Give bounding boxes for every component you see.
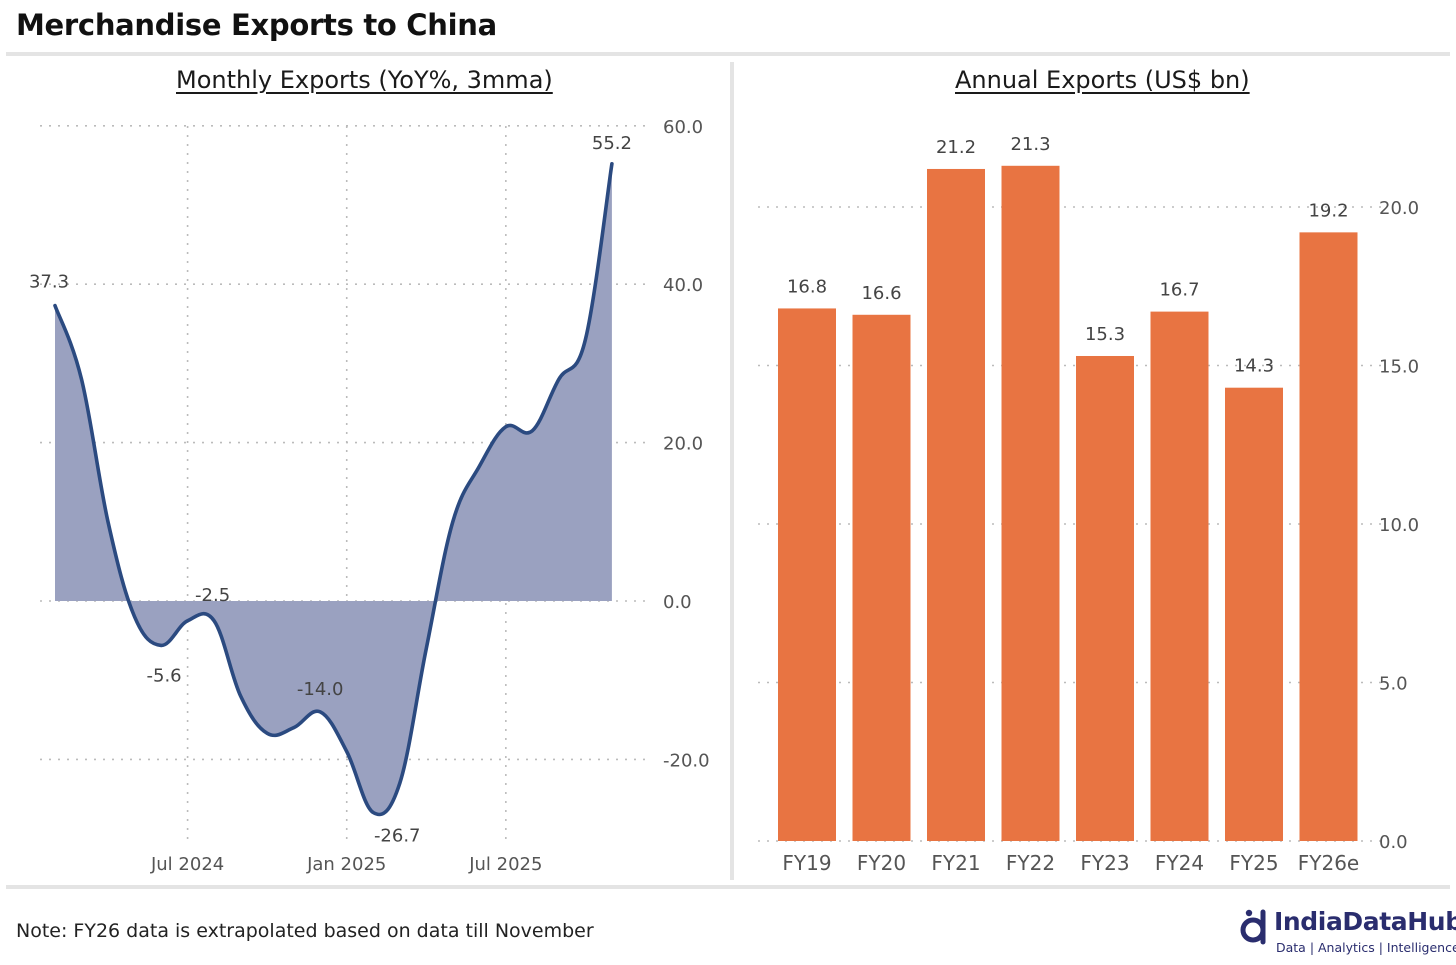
bar: [1076, 355, 1134, 841]
y-tick-label: 40.0: [663, 275, 703, 296]
data-label: -5.6: [147, 665, 182, 686]
x-category-label: FY20: [857, 851, 906, 875]
x-tick-label: Jan 2025: [306, 854, 386, 875]
y-tick-label: 0.0: [1379, 832, 1408, 853]
bar-value-label: 15.3: [1085, 324, 1125, 345]
y-tick-label: -20.0: [663, 750, 710, 771]
bar: [778, 308, 836, 841]
x-category-label: FY24: [1155, 851, 1204, 875]
bar: [927, 168, 985, 841]
bar-value-label: 19.2: [1308, 200, 1348, 221]
y-tick-label: 5.0: [1379, 674, 1408, 695]
data-label: 37.3: [29, 272, 69, 293]
bar-value-label: 21.3: [1010, 134, 1050, 155]
brand-logo: IndiaDataHub Data | Analytics | Intellig…: [1238, 904, 1456, 958]
bar: [1150, 311, 1209, 841]
x-tick-label: Jul 2025: [468, 854, 542, 875]
bar: [1001, 165, 1060, 842]
x-category-label: FY22: [1006, 851, 1055, 875]
y-tick-label: 20.0: [663, 434, 703, 455]
bar-value-label: 16.7: [1159, 280, 1199, 301]
annual-chart-title: Annual Exports (US$ bn): [955, 66, 1250, 94]
bar: [1299, 232, 1358, 842]
y-tick-label: 60.0: [663, 117, 703, 138]
bar-value-label: 16.8: [787, 276, 827, 297]
y-tick-label: 0.0: [663, 592, 692, 613]
y-tick-label: 20.0: [1379, 198, 1419, 219]
footer-divider: [6, 885, 1450, 889]
y-tick-label: 10.0: [1379, 515, 1419, 536]
x-category-label: FY21: [931, 851, 980, 875]
bar-value-label: 21.2: [936, 137, 976, 158]
monthly-chart-title: Monthly Exports (YoY%, 3mma): [176, 66, 553, 94]
bar: [852, 314, 911, 841]
footer-note: Note: FY26 data is extrapolated based on…: [16, 920, 594, 942]
brand-name: IndiaDataHub: [1274, 907, 1456, 936]
series-line: [53, 162, 614, 817]
page-title: Merchandise Exports to China: [16, 8, 497, 42]
x-category-label: FY23: [1080, 851, 1129, 875]
x-category-label: FY19: [782, 851, 831, 875]
x-tick-label: Jul 2024: [150, 854, 224, 875]
data-label: 55.2: [592, 133, 632, 154]
d-logo-icon: [1240, 909, 1266, 945]
x-category-label: FY25: [1229, 851, 1278, 875]
data-label: -26.7: [374, 825, 421, 846]
y-tick-label: 15.0: [1379, 357, 1419, 378]
series-area: [55, 163, 612, 815]
panel-divider: [730, 62, 734, 880]
data-label: -14.0: [297, 679, 344, 700]
data-label: -2.5: [195, 585, 230, 606]
bar-value-label: 14.3: [1234, 356, 1274, 377]
annual-exports-chart: 20.0 15.0 10.0 5.0 0.0 16.8 FY19 16.6 FY20 21.2 FY…: [758, 134, 1419, 875]
bar: [1225, 387, 1283, 841]
bar-value-label: 16.6: [861, 283, 901, 304]
header-divider: [6, 52, 1450, 56]
brand-tagline: Data | Analytics | Intelligence: [1276, 940, 1456, 955]
monthly-exports-chart: 60.0 40.0 20.0 0.0 -20.0 Jul 2024 Jan 2025 Jul …: [29, 117, 710, 875]
x-category-label: FY26e: [1298, 851, 1359, 875]
